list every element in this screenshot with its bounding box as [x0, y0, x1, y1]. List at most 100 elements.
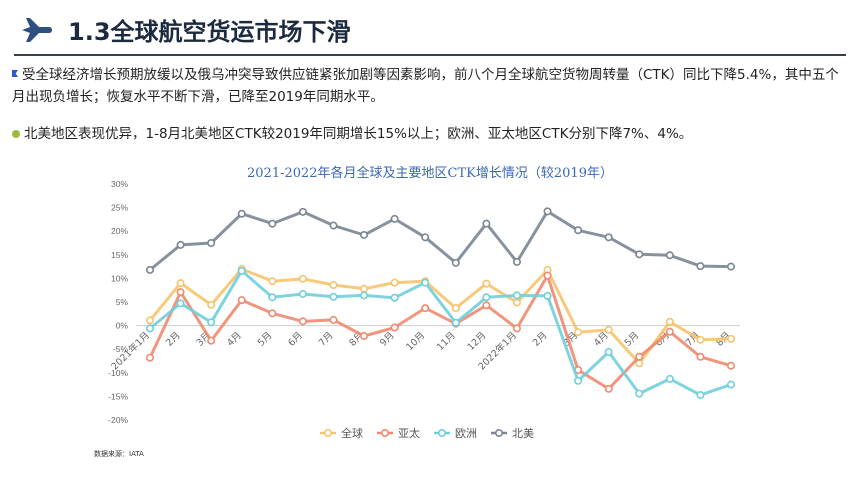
- data-point: [665, 327, 674, 336]
- data-point: [390, 323, 399, 332]
- data-point: [237, 209, 246, 218]
- data-point: [726, 262, 735, 271]
- x-tick-label: 4月: [225, 330, 244, 349]
- paragraph-north-america: 北美地区表现优异，1-8月北美地区CTK较2019年同期增长15%以上；欧洲、亚…: [12, 123, 848, 145]
- legend-label: 北美: [512, 427, 534, 440]
- paragraph2-text: 北美地区表现优异，1-8月北美地区CTK较2019年同期增长15%以上；欧洲、亚…: [24, 126, 693, 142]
- y-tick-label: -10%: [108, 368, 128, 378]
- data-point: [360, 284, 369, 293]
- data-point: [512, 257, 521, 266]
- data-point: [390, 278, 399, 287]
- data-point: [298, 207, 307, 216]
- data-point: [696, 390, 705, 399]
- chart-title: 2021-2022年各月全球及主要地区CTK增长情况（较2019年）: [247, 165, 613, 181]
- data-point: [360, 331, 369, 340]
- series-line: [149, 209, 732, 272]
- data-point: [268, 309, 277, 318]
- series-line: [149, 269, 732, 397]
- data-point: [237, 296, 246, 305]
- data-point: [390, 214, 399, 223]
- data-point: [421, 233, 430, 242]
- data-point: [237, 266, 246, 275]
- legend-label: 全球: [341, 426, 363, 440]
- data-point: [726, 334, 735, 343]
- data-point: [298, 289, 307, 298]
- data-point: [512, 291, 521, 300]
- x-tick-label: 11月: [435, 330, 458, 353]
- y-tick-label: 20%: [111, 226, 128, 236]
- data-point: [482, 279, 491, 288]
- x-tick-label: 10月: [404, 330, 427, 353]
- data-point: [207, 239, 216, 248]
- data-point: [390, 293, 399, 302]
- data-point: [176, 240, 185, 249]
- paragraph-ctk-decline: 受全球经济增长预期放缓以及俄乌冲突导致供应链紧张加剧等因素影响，前八个月全球航空…: [12, 64, 848, 108]
- header-divider: [14, 54, 846, 56]
- data-point: [696, 262, 705, 271]
- y-tick-label: 15%: [111, 250, 128, 260]
- data-point: [543, 271, 552, 280]
- data-point: [329, 281, 338, 290]
- paragraph1-text: 受全球经济增长预期放缓以及俄乌冲突导致供应链紧张加剧等因素影响，前八个月全球航空…: [12, 67, 839, 105]
- y-tick-label: 10%: [111, 273, 128, 283]
- ctk-growth-line-chart: 2021-2022年各月全球及主要地区CTK增长情况（较2019年） -20% -1…: [108, 165, 740, 440]
- data-point: [726, 380, 735, 389]
- y-tick-label: 0%: [116, 321, 129, 331]
- data-source-note: 数据来源：IATA: [94, 450, 144, 458]
- data-point: [451, 318, 460, 327]
- data-point: [146, 316, 155, 325]
- data-point: [360, 230, 369, 239]
- legend-swatch-marker: [323, 428, 332, 437]
- data-point: [512, 324, 521, 333]
- data-point: [421, 278, 430, 287]
- data-point: [512, 298, 521, 307]
- data-point: [574, 226, 583, 235]
- y-tick-label: -15%: [108, 391, 128, 401]
- data-point: [574, 328, 583, 337]
- data-point: [482, 301, 491, 310]
- legend-swatch-marker: [437, 428, 446, 437]
- x-tick-label: 2月: [531, 330, 550, 349]
- x-tick-label: 7月: [317, 330, 336, 349]
- data-point: [298, 317, 307, 326]
- data-point: [451, 304, 460, 313]
- data-point: [421, 304, 430, 313]
- data-point: [635, 352, 644, 361]
- y-tick-label: -5%: [113, 344, 129, 354]
- slide-title: 1.3全球航空货运市场下滑: [68, 18, 351, 46]
- data-point: [665, 374, 674, 383]
- x-tick-label: 5月: [256, 330, 275, 349]
- legend-swatch-marker: [380, 428, 389, 437]
- data-point: [176, 299, 185, 308]
- data-point: [207, 318, 216, 327]
- data-point: [146, 324, 155, 333]
- data-point: [604, 348, 613, 357]
- data-point: [207, 336, 216, 345]
- series-line: [148, 274, 732, 391]
- series-line: [148, 267, 732, 365]
- legend-swatch-marker: [494, 428, 503, 437]
- slide-header: 1.3全球航空货运市场下滑: [14, 8, 846, 56]
- data-point: [696, 352, 705, 361]
- data-point: [329, 292, 338, 301]
- data-point: [360, 291, 369, 300]
- data-point: [726, 361, 735, 370]
- data-point: [268, 219, 277, 228]
- data-point: [268, 293, 277, 302]
- legend-label: 亚太: [398, 427, 420, 440]
- data-point: [665, 251, 674, 260]
- data-point: [574, 376, 583, 385]
- x-tick-label: 12月: [465, 330, 488, 353]
- data-point: [451, 258, 460, 267]
- x-tick-label: 6月: [286, 330, 305, 349]
- data-point: [482, 293, 491, 302]
- data-point: [176, 279, 185, 288]
- data-point: [268, 277, 277, 286]
- data-point: [207, 300, 216, 309]
- y-tick-label: 5%: [116, 297, 129, 307]
- data-point: [635, 250, 644, 259]
- data-point: [176, 288, 185, 297]
- data-point: [482, 219, 491, 228]
- data-point: [543, 207, 552, 216]
- data-point: [543, 291, 552, 300]
